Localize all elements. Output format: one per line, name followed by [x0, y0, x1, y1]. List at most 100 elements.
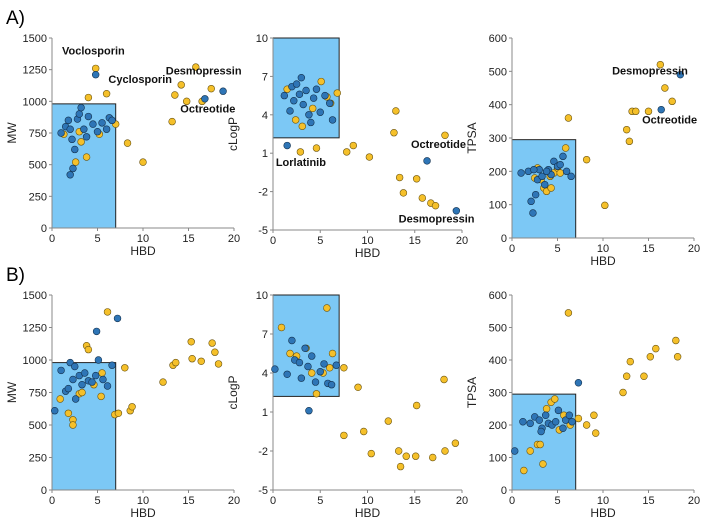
point-yellow: [601, 201, 609, 210]
point-blue: [64, 384, 73, 393]
point-yellow: [564, 309, 573, 317]
x-tick-label: 5: [317, 495, 323, 507]
y-tick-label: 500: [489, 323, 507, 335]
point-blue: [551, 418, 560, 426]
region-box: [51, 103, 117, 229]
x-tick-label: 15: [642, 243, 654, 255]
point-yellow: [78, 388, 86, 397]
point-blue: [326, 99, 334, 107]
y-tick-label: 0: [501, 485, 507, 497]
y-tick-label: 100: [489, 453, 507, 465]
y-tick-label: 7: [262, 71, 268, 83]
point-yellow: [574, 414, 583, 423]
point-blue: [559, 424, 567, 432]
point-yellow: [399, 189, 408, 197]
point-blue: [311, 378, 320, 386]
y-tick-label: 4: [262, 368, 268, 380]
x-tick-label: 10: [597, 495, 609, 507]
y-tick-label: 0: [41, 223, 47, 235]
point-yellow: [159, 378, 167, 386]
x-tick-label: 5: [94, 233, 100, 245]
point-yellow: [326, 364, 334, 372]
point-blue: [304, 362, 312, 371]
x-tick-label: 5: [94, 495, 100, 507]
point-yellow: [561, 144, 570, 152]
point-yellow: [551, 395, 559, 403]
x-tick-label: 0: [509, 243, 515, 255]
point-blue: [305, 111, 313, 119]
point-blue: [537, 427, 545, 436]
point-yellow: [392, 107, 400, 115]
point-blue: [556, 160, 564, 169]
y-axis-label: MW: [5, 381, 19, 403]
y-tick-label: -5: [258, 485, 268, 497]
y-tick-label: 10: [256, 33, 268, 45]
point-blue: [66, 125, 74, 133]
y-tick-label: 300: [489, 133, 507, 145]
point-blue: [568, 418, 576, 426]
y-tick-label: 1250: [23, 323, 47, 335]
point-blue: [71, 395, 80, 403]
point-yellow: [207, 84, 215, 93]
point-blue: [297, 73, 306, 82]
x-tick-label: 10: [361, 235, 373, 247]
point-blue: [66, 171, 74, 179]
y-tick-label: 1000: [23, 96, 47, 108]
annotation-label: Cyclosporin: [108, 74, 172, 86]
point-blue: [307, 118, 315, 127]
annotation-label: Voclosporin: [62, 45, 125, 57]
x-tick-label: 15: [409, 495, 421, 507]
point-blue: [108, 361, 116, 369]
point-blue: [271, 365, 279, 373]
point-blue: [316, 108, 324, 116]
y-tick-label: 400: [489, 355, 507, 367]
point-blue: [530, 165, 538, 174]
point-blue: [82, 133, 91, 141]
point-blue: [94, 356, 103, 364]
x-axis-label: HBD: [130, 506, 156, 520]
point-blue: [550, 157, 558, 166]
x-tick-label: 15: [182, 233, 194, 245]
point-blue: [327, 381, 336, 389]
annotation-label: Desmopressin: [399, 213, 475, 225]
y-tick-label: 200: [489, 420, 507, 432]
y-tick-label: 500: [29, 420, 47, 432]
point-yellow: [592, 429, 600, 437]
point-blue: [92, 327, 101, 336]
point-blue: [77, 103, 85, 112]
point-yellow: [672, 336, 680, 345]
x-tick-label: 20: [228, 495, 240, 507]
x-tick-label: 10: [137, 495, 149, 507]
point-yellow: [139, 158, 147, 166]
point-yellow: [312, 144, 321, 152]
point-blue: [69, 164, 77, 173]
point-blue: [91, 371, 100, 380]
point-yellow: [84, 93, 93, 102]
point-yellow: [323, 304, 331, 312]
y-tick-label: 0: [41, 485, 47, 497]
point-yellow: [539, 460, 547, 468]
y-tick-label: 1500: [23, 33, 47, 45]
point-blue: [657, 105, 665, 114]
x-tick-label: 5: [554, 243, 560, 255]
annotation-label: Octreotide: [642, 115, 697, 127]
y-tick-label: 7: [262, 329, 268, 341]
point-blue: [201, 95, 209, 103]
x-tick-label: 5: [317, 235, 323, 247]
point-blue: [295, 358, 304, 367]
point-yellow: [121, 364, 129, 372]
y-tick-label: 600: [489, 33, 507, 45]
point-yellow: [188, 355, 196, 363]
x-tick-label: 0: [509, 495, 515, 507]
point-yellow: [182, 97, 191, 106]
point-yellow: [123, 139, 132, 147]
point-yellow: [172, 358, 180, 367]
y-tick-label: 400: [489, 100, 507, 112]
annotation-label: Desmopressin: [612, 66, 688, 78]
point-yellow: [308, 369, 316, 377]
point-blue: [297, 374, 306, 382]
point-blue: [91, 71, 100, 79]
point-yellow: [56, 395, 64, 403]
point-yellow: [103, 308, 112, 316]
